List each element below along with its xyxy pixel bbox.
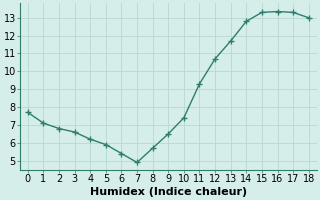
- X-axis label: Humidex (Indice chaleur): Humidex (Indice chaleur): [90, 187, 247, 197]
